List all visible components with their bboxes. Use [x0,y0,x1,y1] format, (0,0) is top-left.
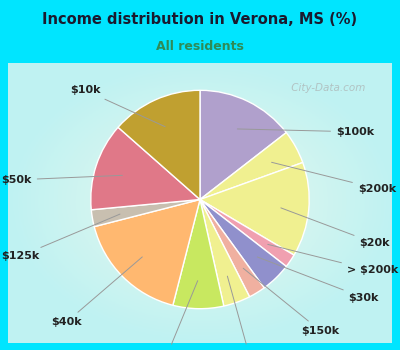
Wedge shape [94,199,200,305]
Wedge shape [91,199,200,227]
Wedge shape [200,90,286,199]
Wedge shape [200,162,309,255]
Text: $125k: $125k [1,214,120,261]
Text: $60k: $60k [152,281,198,350]
Wedge shape [91,127,200,210]
Text: $40k: $40k [52,257,142,327]
Text: > $200k: > $200k [268,244,398,275]
Text: City-Data.com: City-Data.com [288,83,366,93]
Text: $200k: $200k [272,162,396,194]
Text: $75k: $75k [227,276,264,350]
Wedge shape [200,199,264,297]
Text: $100k: $100k [237,127,374,137]
Wedge shape [200,199,250,306]
Wedge shape [118,90,200,199]
Wedge shape [200,133,303,200]
Text: $20k: $20k [281,208,390,248]
Wedge shape [200,199,294,266]
Text: All residents: All residents [156,40,244,53]
Text: $150k: $150k [243,268,339,336]
Wedge shape [200,199,286,288]
Wedge shape [173,199,224,309]
Text: $50k: $50k [1,175,122,185]
Text: $30k: $30k [257,257,379,303]
Text: $10k: $10k [70,85,165,127]
Text: Income distribution in Verona, MS (%): Income distribution in Verona, MS (%) [42,12,358,27]
